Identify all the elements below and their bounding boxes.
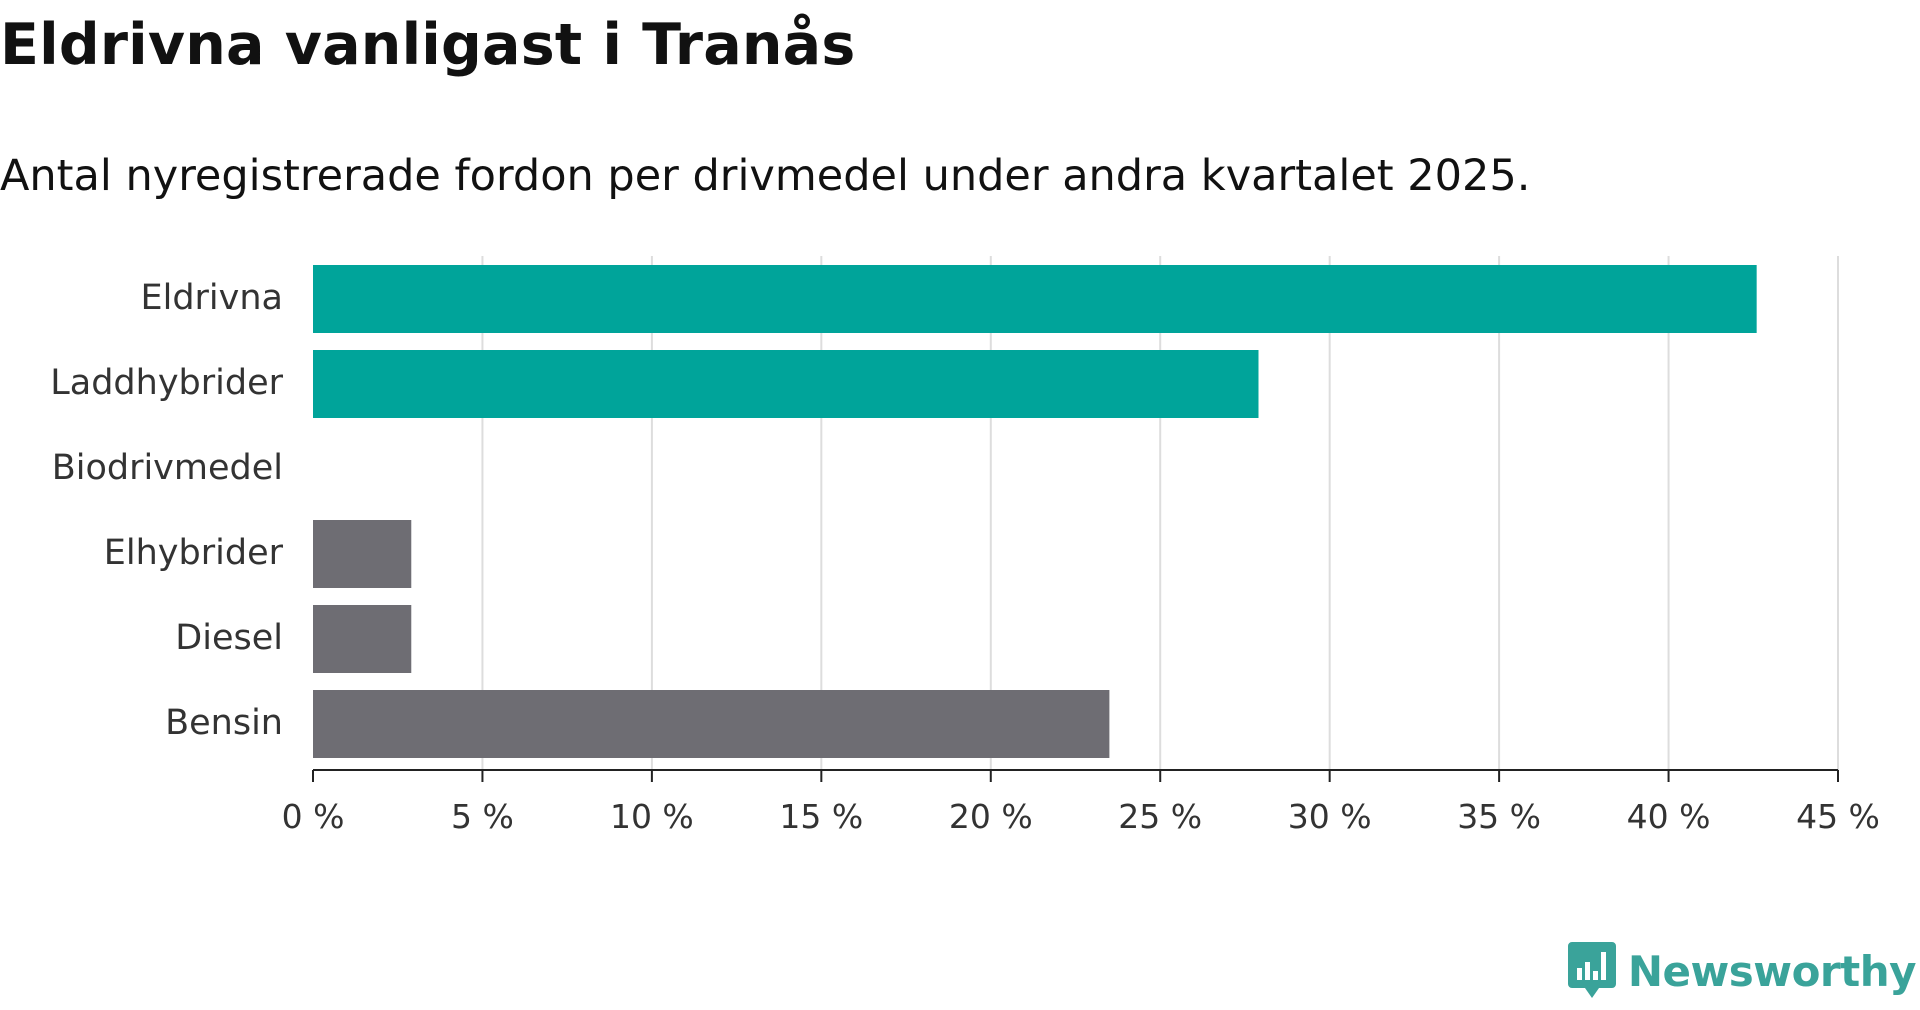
x-tick-label: 40 % [1627,797,1711,836]
bar-eldrivna [313,265,1757,333]
x-tick-label: 10 % [610,797,694,836]
x-tick-label: 5 % [451,797,514,836]
x-tick-label: 30 % [1288,797,1372,836]
bars [313,265,1757,758]
brand: Newsworthy [1566,936,1917,1006]
bar-elhybrider [313,520,412,588]
x-tick-label: 15 % [779,797,863,836]
grid-lines [481,256,1839,770]
x-tick-label: 20 % [949,797,1033,836]
category-label: Laddhybrider [50,363,283,403]
category-label: Diesel [175,618,283,658]
x-tick-label: 25 % [1118,797,1202,836]
x-axis: 0 % 5 % 10 % 15 % 20 % 25 % 30 % 35 % 40 % 45 % [282,769,1880,836]
category-label: Elhybrider [104,533,284,573]
bar-diesel [313,605,412,673]
category-label: Bensin [165,703,283,743]
x-tick-label: 35 % [1457,797,1541,836]
chart-title: Eldrivna vanligast i Tranås [0,12,856,78]
bar-laddhybrider [313,350,1259,418]
bar-bensin [313,690,1110,758]
brand-name: Newsworthy [1627,946,1917,996]
category-label: Eldrivna [140,278,283,318]
chart-subtitle: Antal nyregistrerade fordon per drivmede… [0,151,1531,201]
newsworthy-logo-icon [1567,942,1616,998]
x-tick-label: 0 % [282,797,345,836]
x-tick-label: 45 % [1796,797,1880,836]
category-label: Biodrivmedel [52,448,283,488]
category-labels: Eldrivna Laddhybrider Biodrivmedel Elhybrid… [50,278,283,743]
